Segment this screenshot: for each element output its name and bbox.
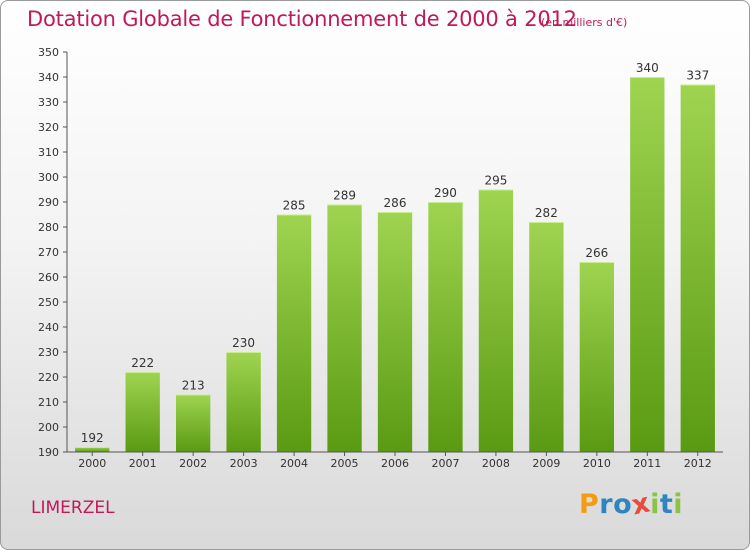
x-tick-label-2001: 2001 <box>129 457 157 470</box>
y-tick-label: 330 <box>38 96 59 109</box>
y-axis: 190 200 210 220 230 240 250 260 270 280 290 300 310 3… <box>38 46 68 459</box>
x-tick-label-2009: 2009 <box>532 457 560 470</box>
value-label-2003: 230 <box>232 336 255 350</box>
bar-2010 <box>579 262 615 452</box>
x-tick-label-2007: 2007 <box>431 457 459 470</box>
bar-2001 <box>125 372 160 452</box>
bar-2003 <box>226 352 261 452</box>
logo-letter: o <box>613 489 633 520</box>
y-tick-label: 210 <box>38 396 59 409</box>
value-label-2004: 285 <box>283 199 306 213</box>
y-tick-label: 250 <box>38 296 59 309</box>
logo-letter: i <box>650 489 660 520</box>
value-label-2005: 289 <box>333 189 356 203</box>
bar-2009 <box>529 222 564 452</box>
value-label-2007: 290 <box>434 186 457 200</box>
y-tick-label: 260 <box>38 271 59 284</box>
y-tick-label: 220 <box>38 371 59 384</box>
x-tick-label-2006: 2006 <box>381 457 409 470</box>
x-tick-label-2012: 2012 <box>684 457 712 470</box>
y-tick-label: 190 <box>38 446 59 459</box>
bar-2004 <box>276 214 312 452</box>
bar-2012 <box>680 84 715 452</box>
chart-subtitle: (en milliers d'€) <box>541 16 628 29</box>
value-label-2002: 213 <box>182 379 205 393</box>
x-tick-label-2010: 2010 <box>583 457 611 470</box>
bar-2006 <box>377 212 413 452</box>
x-tick-label-2008: 2008 <box>482 457 510 470</box>
logo-letter: i <box>673 489 684 520</box>
x-axis: 2000 2001 2002 2003 2004 2005 2006 2007 2008 2009… <box>67 451 723 470</box>
y-tick-label: 300 <box>38 171 59 184</box>
chart-title: Dotation Globale de Fonctionnement de 20… <box>27 7 577 31</box>
logo-letter: r <box>599 489 614 520</box>
x-tick-label-2011: 2011 <box>633 457 661 470</box>
value-label-2001: 222 <box>131 356 154 370</box>
y-tick-label: 200 <box>38 421 59 434</box>
value-label-2010: 266 <box>585 246 608 260</box>
x-tick-label-2003: 2003 <box>230 457 258 470</box>
bars: 192 222 213 230 285 289 286 290 295 282 266 340 337 <box>75 61 715 452</box>
y-tick-label: 270 <box>38 246 59 259</box>
bar-2007 <box>428 202 463 452</box>
commune-name: LIMERZEL <box>31 498 115 518</box>
y-tick-label: 310 <box>38 146 59 159</box>
y-tick-label: 340 <box>38 71 59 84</box>
y-tick-label: 240 <box>38 321 59 334</box>
logo-letter: t <box>659 489 674 520</box>
y-tick-label: 230 <box>38 346 59 359</box>
x-tick-label-2000: 2000 <box>78 457 106 470</box>
x-tick-label-2004: 2004 <box>280 457 308 470</box>
y-tick-label: 320 <box>38 121 59 134</box>
value-label-2012: 337 <box>686 69 709 83</box>
bar-2005 <box>327 204 362 452</box>
bar-2000 <box>75 447 110 452</box>
bar-2008 <box>478 189 514 452</box>
y-tick-label: 290 <box>38 196 59 209</box>
proxiti-logo: Proxiti <box>579 487 684 521</box>
value-label-2011: 340 <box>636 61 659 75</box>
bar-2002 <box>175 394 211 452</box>
y-tick-label: 350 <box>38 46 59 59</box>
x-tick-label-2005: 2005 <box>331 457 359 470</box>
y-tick-label: 280 <box>38 221 59 234</box>
value-label-2008: 295 <box>484 174 507 188</box>
value-label-2006: 286 <box>384 196 407 210</box>
value-label-2009: 282 <box>535 206 558 220</box>
x-tick-label-2002: 2002 <box>179 457 207 470</box>
bar-2011 <box>630 77 665 452</box>
logo-letter: P <box>579 489 600 520</box>
value-label-2000: 192 <box>81 431 104 445</box>
